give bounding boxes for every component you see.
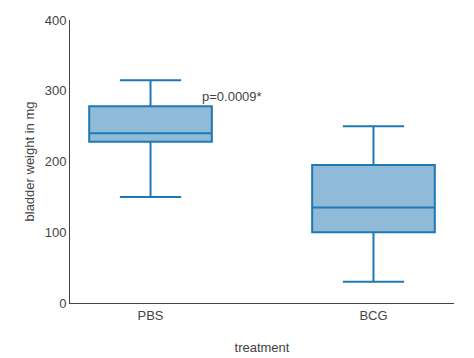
svg-text:0: 0 xyxy=(59,296,66,311)
svg-text:PBS: PBS xyxy=(138,308,164,323)
svg-text:bladder weight in mg: bladder weight in mg xyxy=(22,102,37,222)
svg-text:200: 200 xyxy=(45,154,67,169)
svg-text:300: 300 xyxy=(45,83,67,98)
svg-text:p=0.0009*: p=0.0009* xyxy=(202,89,262,104)
svg-text:400: 400 xyxy=(45,13,67,28)
svg-text:treatment: treatment xyxy=(235,340,290,355)
svg-text:BCG: BCG xyxy=(359,308,387,323)
svg-text:100: 100 xyxy=(45,225,67,240)
